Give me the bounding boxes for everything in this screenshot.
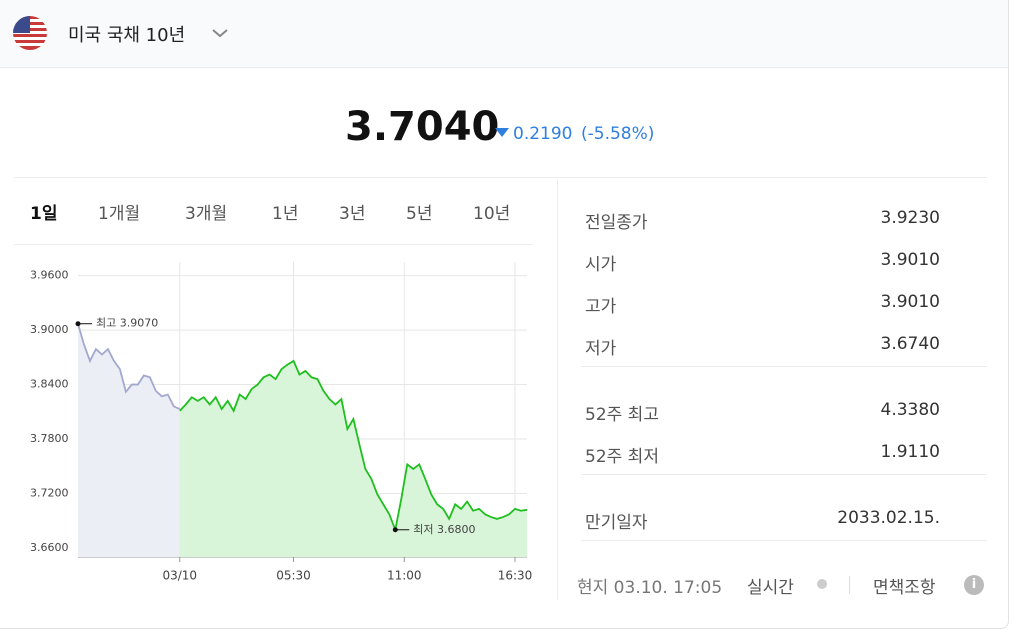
divider <box>14 244 533 245</box>
separator <box>849 576 850 594</box>
stat-value: 3.9010 <box>880 250 940 270</box>
y-tick-label: 3.7800 <box>30 432 69 445</box>
x-tick-label: 16:30 <box>498 569 533 583</box>
stat-value: 3.9230 <box>880 208 940 228</box>
stat-label: 저가 <box>585 339 617 359</box>
y-tick-label: 3.9000 <box>30 323 69 336</box>
stat-label: 고가 <box>585 297 617 317</box>
stat-label: 52주 최저 <box>585 447 659 467</box>
tab[interactable]: 1개월 <box>98 204 141 224</box>
area <box>78 323 180 557</box>
tab[interactable]: 10년 <box>473 204 511 224</box>
stat-label: 만기일자 <box>585 513 648 533</box>
tab[interactable]: 1일 <box>30 204 58 224</box>
area <box>179 360 528 557</box>
down-arrow <box>495 128 509 137</box>
flag-icon <box>13 16 47 50</box>
y-tick-label: 3.7200 <box>30 486 69 499</box>
x-tick-label: 11:00 <box>387 569 422 583</box>
tab[interactable]: 3개월 <box>185 204 228 224</box>
annotation: 최고 3.9070 <box>96 317 158 330</box>
divider <box>581 540 987 541</box>
dropdown-icon[interactable] <box>211 27 229 39</box>
divider <box>557 180 558 600</box>
disclaimer[interactable]: 면책조항 <box>873 578 936 598</box>
stat-value: 2033.02.15. <box>837 508 940 528</box>
info-icon[interactable]: i <box>964 575 984 595</box>
y-tick-label: 3.8400 <box>30 378 69 391</box>
divider <box>581 366 987 367</box>
status-dot <box>817 579 827 589</box>
y-tick-label: 3.6600 <box>30 541 69 554</box>
x-tick-label: 03/10 <box>162 569 197 583</box>
stat-value: 4.3380 <box>880 400 940 420</box>
stat-value: 3.9010 <box>880 292 940 312</box>
annotation: 최저 3.6800 <box>413 523 475 536</box>
divider <box>581 474 987 475</box>
realtime: 실시간 <box>747 578 794 598</box>
change: 0.2190 <box>513 124 573 144</box>
tab[interactable]: 1년 <box>272 204 299 224</box>
price: 3.7040 <box>345 104 500 150</box>
stat-value: 3.6740 <box>880 334 940 354</box>
change-percent: (-5.58%) <box>581 124 655 144</box>
chart: 3.6600 3.7200 3.7800 3.8400 3.9000 3.9600 03/1… <box>30 262 533 583</box>
x-tick-label: 05:30 <box>276 569 311 583</box>
stat-label: 52주 최고 <box>585 405 659 425</box>
tab[interactable]: 3년 <box>339 204 366 224</box>
stat-label: 시가 <box>585 255 617 275</box>
divider <box>14 177 987 178</box>
tab[interactable]: 5년 <box>406 204 433 224</box>
stat-value: 1.9110 <box>880 442 940 462</box>
y-tick-label: 3.9600 <box>30 269 69 282</box>
widget: 미국 국채 10년 3.7040 0.2190 (-5.58%) 3.6600 3… <box>0 0 1009 629</box>
stat-label: 전일종가 <box>585 213 648 233</box>
header: 미국 국채 10년 <box>0 0 1008 68</box>
line <box>77 323 181 410</box>
timestamp: 현지 03.10. 17:05 <box>577 578 723 598</box>
line <box>179 359 528 534</box>
header-title[interactable]: 미국 국채 10년 <box>68 25 186 46</box>
